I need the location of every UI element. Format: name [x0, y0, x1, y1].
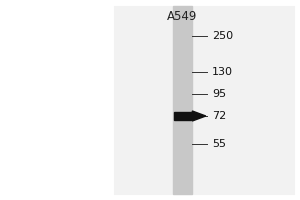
Text: 55: 55 — [212, 139, 226, 149]
Text: 72: 72 — [212, 111, 226, 121]
Bar — [114, 6, 294, 194]
Text: 95: 95 — [212, 89, 226, 99]
Bar — [174, 112, 191, 120]
Bar — [0, 0, 114, 200]
Bar — [172, 6, 192, 194]
Text: 250: 250 — [212, 31, 233, 41]
Text: 130: 130 — [212, 67, 233, 77]
Polygon shape — [192, 111, 206, 121]
Text: A549: A549 — [167, 10, 198, 23]
